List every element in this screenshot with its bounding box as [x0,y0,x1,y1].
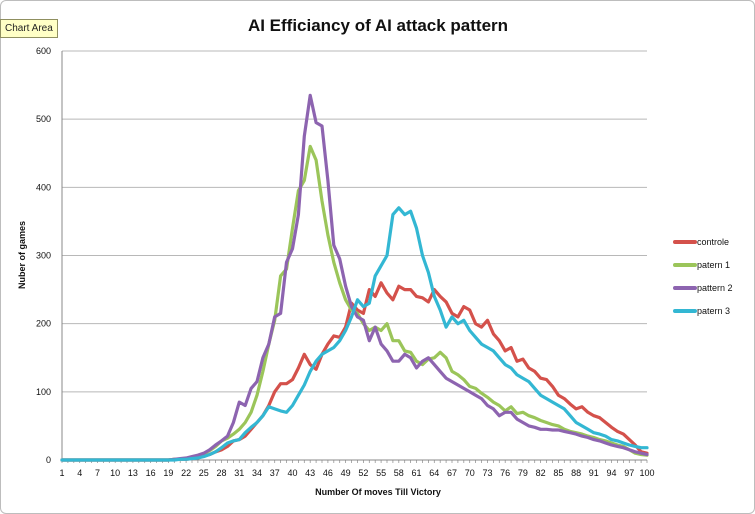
x-tick-label: 49 [341,468,351,478]
x-tick-label: 70 [465,468,475,478]
legend-label-pattern-2: pattern 2 [697,283,733,293]
x-tick-label: 55 [376,468,386,478]
x-tick-label: 1 [59,468,64,478]
series-layer [60,93,649,462]
x-tick-label: 79 [518,468,528,478]
legend-label-patern-3: patern 3 [697,306,730,316]
legend-label-patern-1: patern 1 [697,260,730,270]
y-tick-labels: 0 100 200 300 400 500 600 [36,46,51,465]
y-tick-label: 0 [46,455,51,465]
x-tick-label: 37 [270,468,280,478]
x-tick-label: 19 [163,468,173,478]
x-tick-label: 10 [110,468,120,478]
x-tick-label: 67 [447,468,457,478]
y-tick-label: 200 [36,319,51,329]
x-tick-label: 13 [128,468,138,478]
x-tick-label: 82 [536,468,546,478]
x-tick-label: 7 [95,468,100,478]
x-tick-label: 76 [500,468,510,478]
x-tick-label: 40 [287,468,297,478]
series-line-patern-3[interactable] [60,206,649,462]
x-tick-label: 22 [181,468,191,478]
x-tick-label: 4 [77,468,82,478]
x-tick-label: 100 [639,468,654,478]
x-tick-label: 25 [199,468,209,478]
x-tick-label: 94 [607,468,617,478]
gridlines [62,50,647,393]
y-tick-label: 100 [36,387,51,397]
y-tick-label: 500 [36,114,51,124]
x-tick-label: 58 [394,468,404,478]
x-tick-label: 28 [217,468,227,478]
x-tick-label: 97 [624,468,634,478]
x-tick-label: 73 [482,468,492,478]
y-axis-title: Nuber of games [17,221,27,289]
x-tick-label: 88 [571,468,581,478]
x-tick-label: 85 [553,468,563,478]
series-line-patern-1[interactable] [60,144,649,462]
x-tick-label: 91 [589,468,599,478]
x-axis-title: Number Of moves Till Victory [315,487,441,497]
x-tick-label: 34 [252,468,262,478]
x-tick-label: 61 [412,468,422,478]
y-tick-label: 300 [36,251,51,261]
x-tick-label: 52 [358,468,368,478]
axes [61,51,648,463]
x-tick-label: 46 [323,468,333,478]
x-tick-label: 16 [146,468,156,478]
x-tick-label: 31 [234,468,244,478]
x-tick-label: 43 [305,468,315,478]
legend: controle patern 1 pattern 2 patern 3 [673,237,733,316]
x-tick-label: 64 [429,468,439,478]
y-tick-label: 400 [36,182,51,192]
x-tick-labels: 1 4 7 10 13 16 19 22 25 28 31 34 37 40 43 46 49 52 55 58 61 6… [59,468,654,478]
chart-area-tooltip: Chart Area [0,19,58,38]
legend-label-controle: controle [697,237,729,247]
chart-title: AI Efficiancy of AI attack pattern [248,16,508,35]
y-tick-label: 600 [36,46,51,56]
